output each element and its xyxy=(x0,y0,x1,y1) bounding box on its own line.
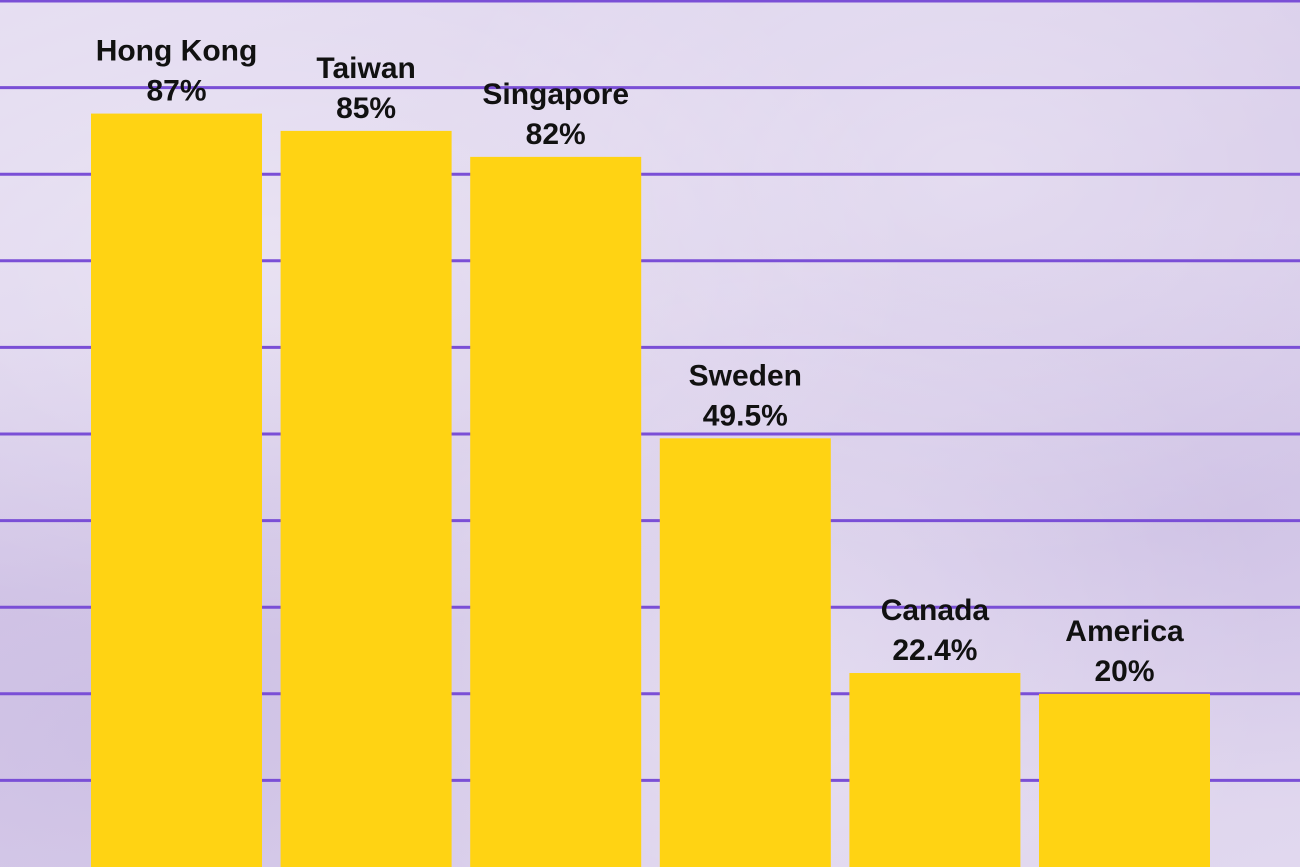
value-label: 85% xyxy=(336,92,396,125)
bar-labels: Hong Kong 87% Taiwan 85% Singapore 82% Sweden 4… xyxy=(96,35,1184,688)
value-label: 82% xyxy=(526,118,586,151)
value-label: 22.4% xyxy=(892,634,977,667)
bars xyxy=(91,113,1210,867)
bar-canada xyxy=(849,673,1021,867)
bar-sweden xyxy=(659,438,831,867)
category-label: Canada xyxy=(881,594,990,627)
bar-america xyxy=(1039,693,1210,867)
bar-singapore xyxy=(470,156,642,867)
value-label: 49.5% xyxy=(703,399,788,432)
bar-taiwan xyxy=(280,130,452,867)
category-label: Singapore xyxy=(482,78,629,111)
category-label: Taiwan xyxy=(316,52,415,85)
value-label: 20% xyxy=(1094,655,1154,688)
category-label: America xyxy=(1065,615,1184,648)
bar-hong-kong xyxy=(91,113,262,867)
category-label: Sweden xyxy=(689,359,802,392)
value-label: 87% xyxy=(146,75,206,108)
category-label: Hong Kong xyxy=(96,35,258,68)
